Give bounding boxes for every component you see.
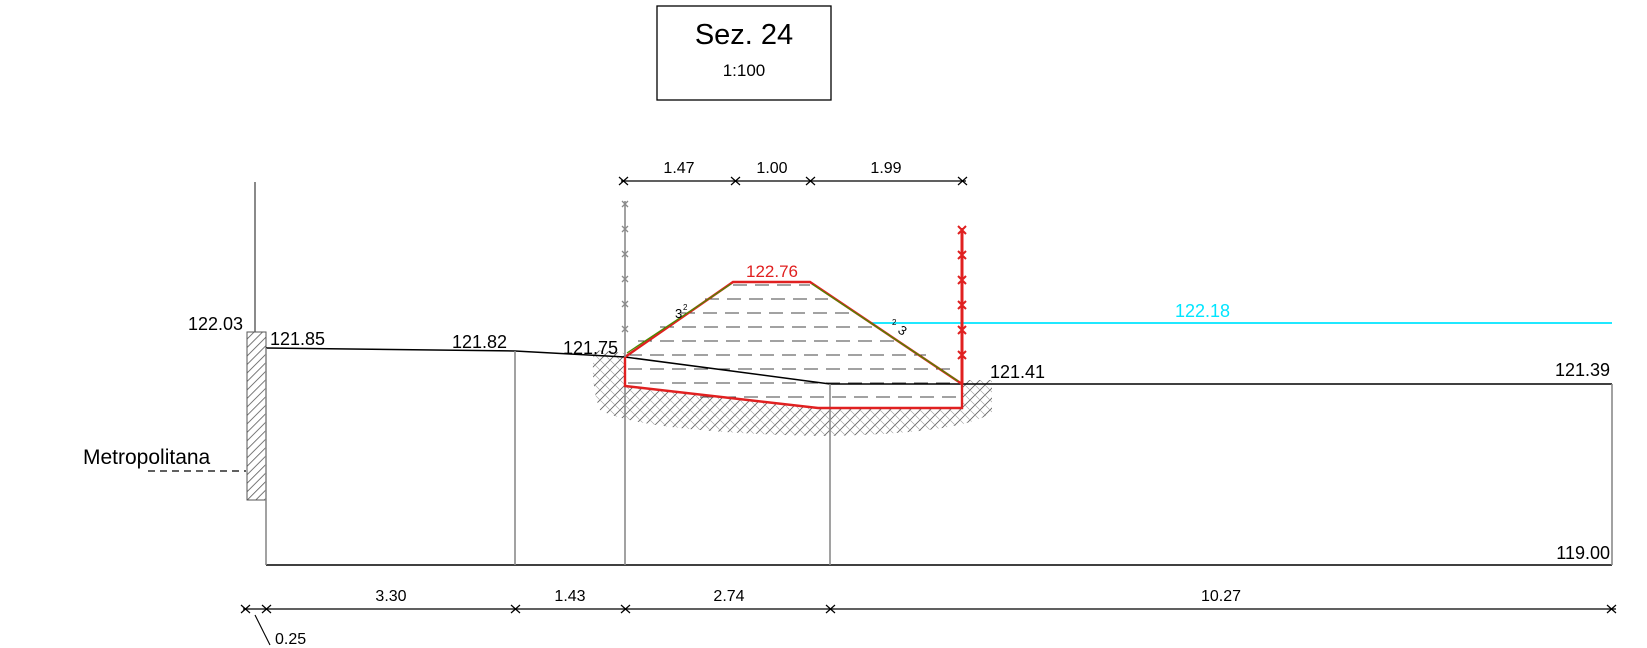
top-dim-2: 1.00 xyxy=(756,160,787,177)
left-slope-green xyxy=(626,283,732,354)
station-lines xyxy=(265,348,1613,565)
excavation-bottom xyxy=(623,357,964,410)
title-frame xyxy=(656,5,832,101)
crest-elevation: 122.76 xyxy=(746,262,798,281)
metro-wall: Metropolitana 122.03 xyxy=(83,182,267,501)
elevation-left-edge: 121.85 xyxy=(270,329,325,349)
bottom-dim-3: 2.74 xyxy=(713,588,744,605)
elevation-datum: 119.00 xyxy=(1556,543,1610,563)
embankment-fill-lines xyxy=(628,284,958,398)
bottom-dimension-chain: 3.30 1.43 2.74 10.27 0.25 xyxy=(240,588,1617,648)
top-dim-3: 1.99 xyxy=(870,160,901,177)
right-slope-green xyxy=(811,283,959,382)
section-scale: 1:100 xyxy=(723,61,766,80)
slope-right-ratio: 2 xyxy=(892,318,897,327)
bottom-dim-1: 3.30 xyxy=(375,588,406,605)
slope-left-ratio: 2 xyxy=(683,303,688,312)
elevation-p2: 121.82 xyxy=(452,332,507,352)
red-fence xyxy=(957,225,967,384)
slope-left-label: 3 xyxy=(675,306,682,321)
wall-name-label: Metropolitana xyxy=(83,446,211,469)
wall-top-elevation: 122.03 xyxy=(188,314,243,334)
excavation-soil-hatch xyxy=(592,350,992,436)
bottom-dim-2: 1.43 xyxy=(554,588,585,605)
wall-offset-dim: 0.25 xyxy=(275,631,306,648)
elevation-right-edge: 121.39 xyxy=(1555,360,1610,380)
wall-hatch xyxy=(246,331,267,501)
title-block: Sez. 24 1:100 xyxy=(656,5,832,101)
water-level-elevation: 122.18 xyxy=(1175,301,1230,321)
top-dim-1: 1.47 xyxy=(663,160,694,177)
elevation-p3: 121.75 xyxy=(563,338,618,358)
ground-profile xyxy=(265,347,1612,385)
elevation-labels: 121.85 121.82 121.75 121.41 121.39 119.0… xyxy=(270,329,1610,563)
top-dimension-chain: 1.47 1.00 1.99 xyxy=(618,160,968,186)
section-title: Sez. 24 xyxy=(695,19,793,51)
embankment-outline: 122.76 3 2 3 2 xyxy=(623,262,964,410)
grey-fence xyxy=(621,200,629,357)
elevation-right-toe: 121.41 xyxy=(990,362,1045,382)
offset-leader xyxy=(254,614,271,646)
slope-right-label: 3 xyxy=(895,322,910,338)
bottom-dim-4: 10.27 xyxy=(1201,588,1241,605)
